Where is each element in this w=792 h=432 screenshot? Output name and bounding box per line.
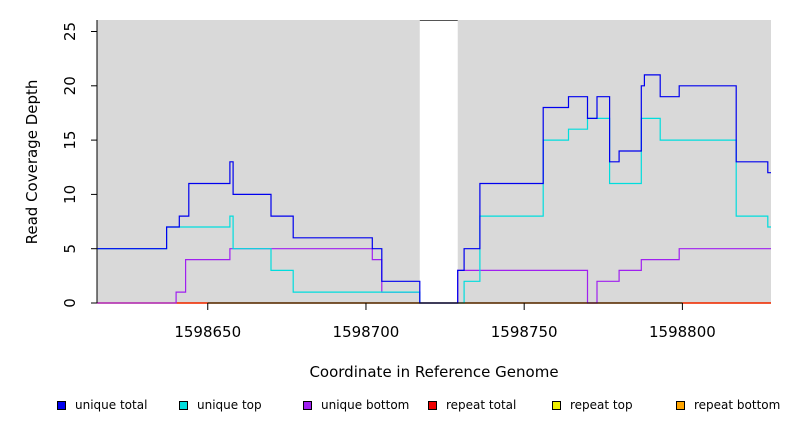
plot-background <box>97 20 771 303</box>
legend-label: unique top <box>197 398 262 412</box>
legend-label: repeat bottom <box>694 398 781 412</box>
legend-swatch-unique-total <box>57 400 66 410</box>
legend-item-unique-total: unique total <box>57 398 147 412</box>
x-tick-label: 1598750 <box>491 323 558 341</box>
legend-item-unique-bottom: unique bottom <box>303 398 409 412</box>
legend-swatch-unique-top <box>179 400 188 410</box>
gap-region <box>419 20 458 303</box>
x-axis-label: Coordinate in Reference Genome <box>309 363 558 381</box>
y-tick-label: 25 <box>61 22 79 41</box>
legend: unique total unique top unique bottom re… <box>0 398 792 420</box>
axes: 0 5 10 15 20 25 1598650 1598700 1598750 1598800 <box>61 20 716 341</box>
y-tick-label: 0 <box>61 298 79 308</box>
legend-item-repeat-top: repeat top <box>552 398 633 412</box>
legend-swatch-repeat-top <box>552 400 561 410</box>
legend-swatch-repeat-total <box>428 400 437 410</box>
legend-label: repeat total <box>446 398 517 412</box>
legend-item-unique-top: unique top <box>179 398 262 412</box>
y-tick-label: 15 <box>61 131 79 150</box>
legend-label: unique bottom <box>321 398 410 412</box>
x-tick-label: 1598650 <box>174 323 241 341</box>
y-axis-label: Read Coverage Depth <box>23 80 41 245</box>
x-tick-label: 1598800 <box>649 323 716 341</box>
x-tick-label: 1598700 <box>333 323 400 341</box>
y-tick-label: 20 <box>61 76 79 95</box>
legend-item-repeat-bottom: repeat bottom <box>676 398 780 412</box>
y-tick-label: 5 <box>61 244 79 254</box>
y-tick-label: 10 <box>61 185 79 204</box>
legend-label: repeat top <box>570 398 633 412</box>
legend-swatch-repeat-bottom <box>676 400 685 410</box>
series-line-unique-total <box>97 74 771 304</box>
legend-label: unique total <box>75 398 148 412</box>
legend-swatch-unique-bottom <box>303 400 312 410</box>
legend-item-repeat-total: repeat total <box>428 398 516 412</box>
